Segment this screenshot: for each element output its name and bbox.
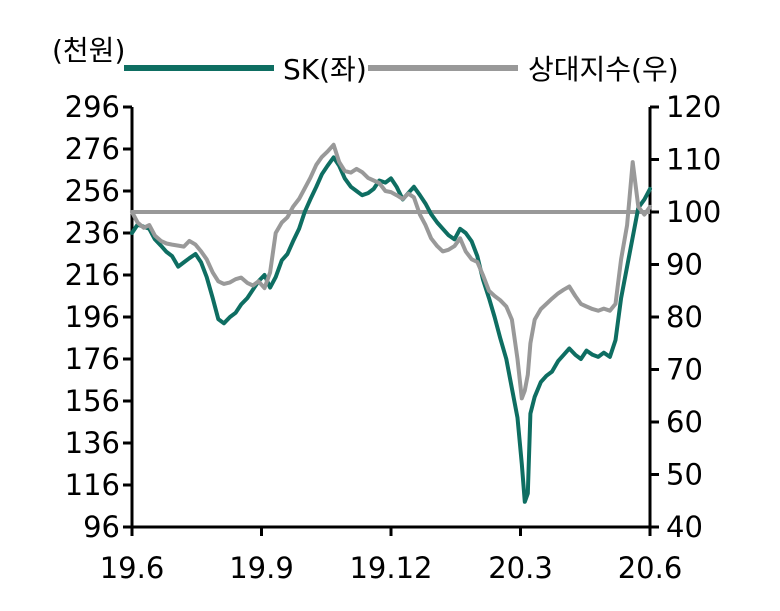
right-axis-tick-label: 100: [666, 195, 721, 229]
left-axis-tick-label: 236: [65, 216, 120, 250]
left-axis-tick-label: 176: [65, 342, 120, 376]
right-axis-tick-label: 90: [666, 248, 703, 282]
legend-label-sk: SK(좌): [283, 53, 367, 86]
x-axis-tick-label: 20.3: [488, 551, 553, 585]
x-axis-tick-label: 19.6: [100, 551, 165, 585]
left-axis: 296 276 256 236 216 196 176 156 136 116 96: [65, 90, 134, 544]
left-axis-tick-label: 216: [65, 258, 120, 292]
left-axis-tick-label: 296: [65, 90, 120, 124]
left-axis-tick-label: 256: [65, 174, 120, 208]
legend-label-relative-index: 상대지수(우): [528, 53, 679, 86]
left-axis-unit-label: (천원): [52, 34, 125, 67]
x-axis-tick-label: 20.6: [618, 551, 683, 585]
left-axis-tick-label: 276: [65, 132, 120, 166]
x-axis: 19.6 19.9 19.12 20.3 20.6: [100, 525, 683, 585]
plot-area: [130, 142, 652, 504]
left-axis-tick-label: 156: [65, 384, 120, 418]
right-axis-tick-label: 110: [666, 143, 721, 177]
left-axis-tick-label: 196: [65, 300, 120, 334]
left-axis-tick-label: 96: [83, 510, 120, 544]
x-axis-tick-label: 19.12: [349, 551, 432, 585]
right-axis-tick-label: 120: [666, 90, 721, 124]
right-axis: 120 110 100 90 80 70 60 50 40: [648, 90, 721, 544]
right-axis-tick-label: 50: [666, 458, 703, 492]
left-axis-tick-label: 116: [65, 468, 120, 502]
series-line-relative-index: [130, 142, 652, 401]
right-axis-tick-label: 80: [666, 300, 703, 334]
right-axis-tick-label: 60: [666, 405, 703, 439]
left-axis-tick-label: 136: [65, 426, 120, 460]
series-line-sk: [130, 155, 652, 504]
right-axis-tick-label: 70: [666, 353, 703, 387]
legend: SK(좌) 상대지수(우): [124, 53, 679, 86]
x-axis-tick-label: 19.9: [229, 551, 294, 585]
right-axis-tick-label: 40: [666, 510, 703, 544]
